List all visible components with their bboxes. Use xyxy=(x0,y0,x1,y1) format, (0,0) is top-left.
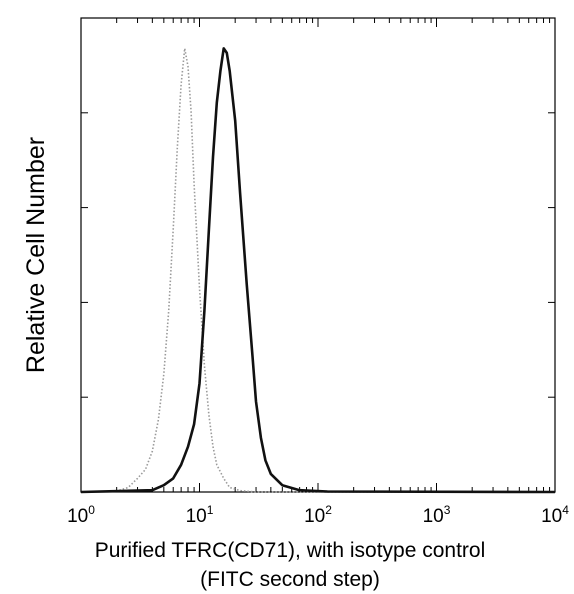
axis-ticks xyxy=(80,18,556,492)
x-axis-label: Purified TFRC(CD71), with isotype contro… xyxy=(95,539,486,562)
x-tick-label: 100 xyxy=(67,503,95,527)
x-tick-label: 103 xyxy=(423,503,451,527)
x-tick-labels: 100 101 102 103 104 xyxy=(67,503,569,527)
x-tick-label: 104 xyxy=(541,503,569,527)
series-line-solid xyxy=(80,47,556,494)
series-layer xyxy=(80,47,556,494)
x-tick-label: 102 xyxy=(304,503,332,527)
series-line-dotted xyxy=(80,47,555,493)
plot-frame xyxy=(80,17,556,493)
x-axis-label-line2: (FITC second step) xyxy=(200,568,380,591)
x-tick-label: 101 xyxy=(186,503,214,527)
y-axis-label: Relative Cell Number xyxy=(22,137,50,373)
